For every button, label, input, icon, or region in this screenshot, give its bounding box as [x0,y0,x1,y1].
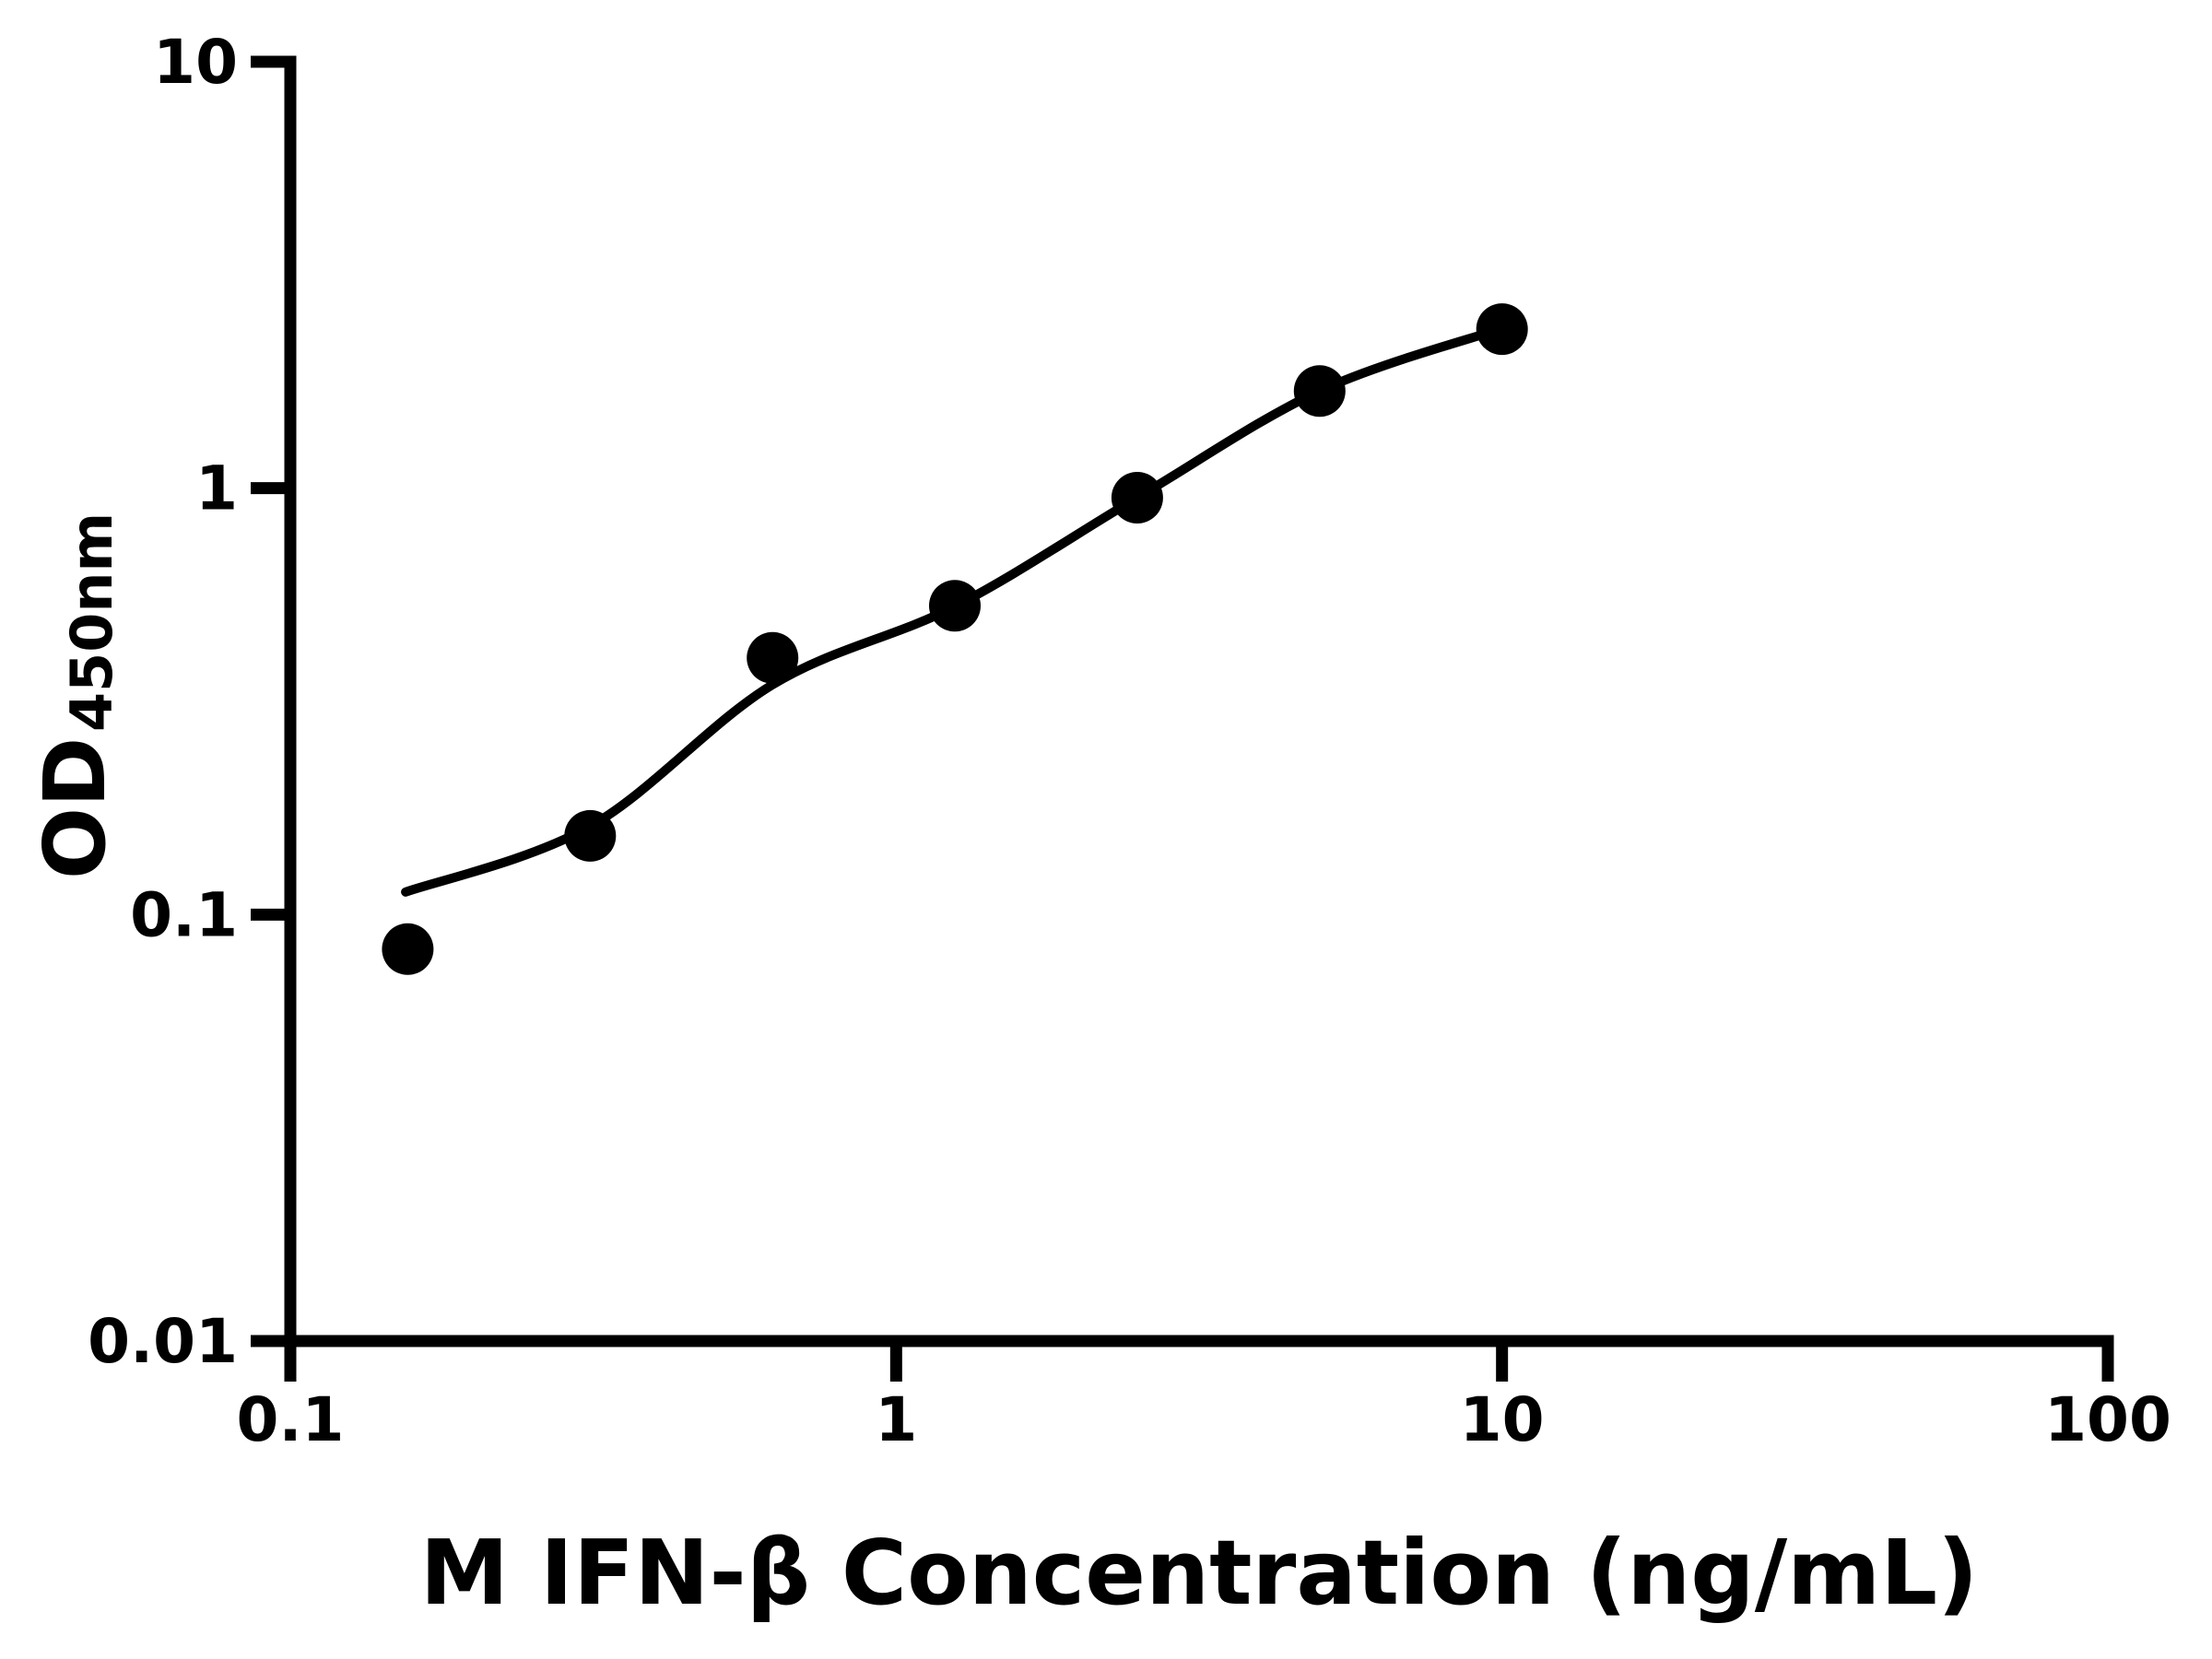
y-tick-label: 0.01 [88,1306,238,1377]
y-axis-title-main: OD [26,737,124,880]
x-axis-title: M IFN-β Concentration (ng/mL) [420,1521,1979,1625]
y-tick-label: 0.1 [130,879,238,950]
y-tick-label: 1 [195,453,238,524]
data-point [1293,365,1346,418]
x-tick-label: 100 [2044,1384,2171,1455]
data-point [747,631,799,684]
data-point [1476,303,1528,356]
x-tick-label: 1 [875,1384,917,1455]
y-axis-title-subscript: 450nm [58,512,125,732]
y-axis-title: OD 450nm [26,512,125,879]
x-tick-label: 10 [1460,1384,1545,1455]
x-tick-label: 0.1 [237,1384,345,1455]
axis-spine [284,55,2114,1347]
data-point [382,923,434,975]
data-point [929,580,981,632]
data-points-layer [382,303,1528,975]
y-tick-label: 10 [153,27,238,98]
axes-layer [251,55,2114,1382]
data-point [564,809,617,862]
data-point [1111,472,1163,524]
